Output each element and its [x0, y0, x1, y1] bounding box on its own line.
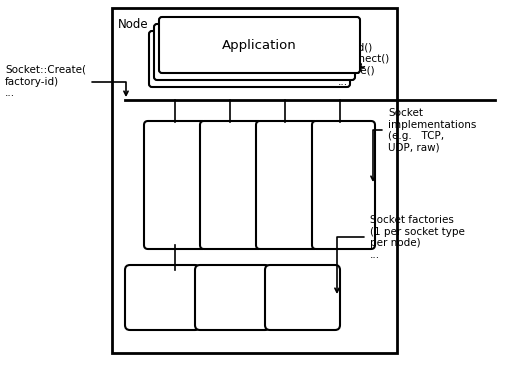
FancyBboxPatch shape: [256, 121, 319, 249]
FancyBboxPatch shape: [149, 31, 350, 87]
Text: Socket factories
(1 per socket type
per node)
...: Socket factories (1 per socket type per …: [335, 215, 465, 292]
FancyBboxPatch shape: [312, 121, 375, 249]
Text: Socket::Create(
factory-id)
...: Socket::Create( factory-id) ...: [5, 65, 128, 98]
Text: Application: Application: [222, 38, 297, 51]
FancyBboxPatch shape: [154, 24, 355, 80]
FancyBboxPatch shape: [144, 121, 207, 249]
Text: Send()
Connect()
Close()
...: Send() Connect() Close() ...: [338, 42, 389, 87]
FancyBboxPatch shape: [200, 121, 263, 249]
FancyBboxPatch shape: [125, 265, 200, 330]
Bar: [112, 8, 397, 353]
Text: Node: Node: [118, 18, 149, 31]
FancyBboxPatch shape: [265, 265, 340, 330]
Text: Socket
implementations
(e.g.   TCP,
UDP, raw): Socket implementations (e.g. TCP, UDP, r…: [371, 108, 477, 180]
FancyBboxPatch shape: [159, 17, 360, 73]
FancyBboxPatch shape: [195, 265, 270, 330]
